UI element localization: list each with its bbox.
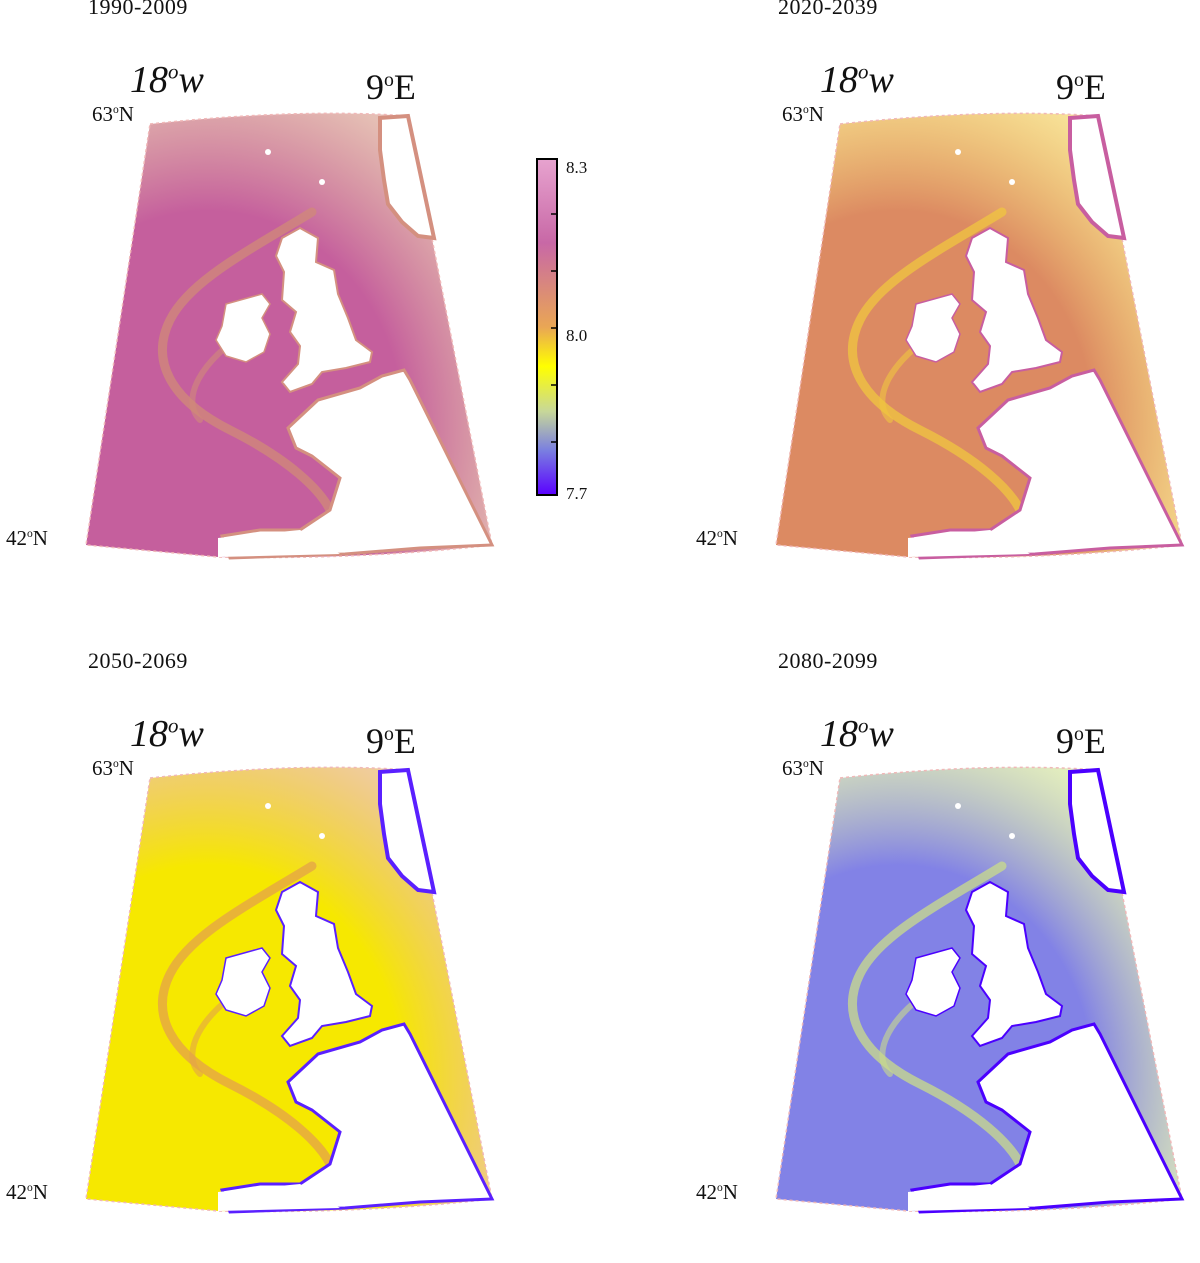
colorbar-tick-mid: 8.0 <box>566 326 588 345</box>
map-panel-1: 2020-2039 18ow 9oE 63oN 42oN <box>690 0 1200 609</box>
map-panel-3: 2080-2099 18ow 9oE 63oN 42oN <box>690 648 1200 1263</box>
land-ireland <box>215 293 271 363</box>
island-shetland <box>955 149 961 155</box>
map-panel-0: 1990-2009 18ow 9oE 63oN 42oN <box>0 0 600 609</box>
current-band <box>158 861 335 1169</box>
longitude-east-label: 9oE <box>366 67 416 107</box>
latitude-south-label: 42oN <box>6 526 48 550</box>
map-2 <box>85 766 495 1214</box>
island-shetland <box>955 803 961 809</box>
island-shetland <box>265 803 271 809</box>
land-norway <box>378 767 437 895</box>
latitude-south-label: 42oN <box>6 1180 48 1204</box>
colorbar-tick-max: 8.3 <box>566 158 588 177</box>
longitude-east-label: 9oE <box>366 721 416 761</box>
land-iberia <box>908 1184 1030 1211</box>
period-label: 2080-2099 <box>778 648 878 673</box>
island-shetland <box>265 149 271 155</box>
longitude-west-label: 18ow <box>130 713 204 755</box>
land-continent <box>219 368 495 560</box>
longitude-east-label: 9oE <box>1056 721 1106 761</box>
land-continent <box>909 368 1185 560</box>
land-iberia <box>218 530 340 557</box>
longitude-west-label: 18ow <box>130 59 204 101</box>
land-continent <box>219 1022 495 1214</box>
period-label: 2020-2039 <box>778 0 878 19</box>
map-panel-2: 2050-2069 18ow 9oE 63oN 42oN <box>0 648 600 1263</box>
land-iberia <box>218 1184 340 1211</box>
period-label: 1990-2009 <box>88 0 188 19</box>
land-ireland <box>905 947 961 1017</box>
island-faroe <box>1009 833 1015 839</box>
current-band <box>848 861 1025 1169</box>
island-faroe <box>319 833 325 839</box>
land-britain <box>274 880 374 1048</box>
latitude-north-label: 63oN <box>782 756 824 780</box>
latitude-south-label: 42oN <box>696 1180 738 1204</box>
longitude-west-label: 18ow <box>820 59 894 101</box>
map-3 <box>775 766 1185 1214</box>
current-band <box>158 207 335 515</box>
land-iberia <box>908 530 1030 557</box>
latitude-north-label: 63oN <box>92 102 134 126</box>
island-faroe <box>1009 179 1015 185</box>
land-continent <box>909 1022 1185 1214</box>
land-norway <box>378 113 437 241</box>
land-britain <box>964 880 1064 1048</box>
longitude-west-label: 18ow <box>820 713 894 755</box>
latitude-south-label: 42oN <box>696 526 738 550</box>
land-britain <box>964 226 1064 394</box>
latitude-north-label: 63oN <box>782 102 824 126</box>
land-norway <box>1068 113 1127 241</box>
land-ireland <box>215 947 271 1017</box>
land-norway <box>1068 767 1127 895</box>
land-ireland <box>905 293 961 363</box>
map-1 <box>775 112 1185 560</box>
colorbar <box>536 158 558 496</box>
latitude-north-label: 63oN <box>92 756 134 780</box>
map-0 <box>85 112 495 560</box>
period-label: 2050-2069 <box>88 648 188 673</box>
island-faroe <box>319 179 325 185</box>
land-britain <box>274 226 374 394</box>
colorbar-tick-min: 7.7 <box>566 484 588 503</box>
current-band <box>848 207 1025 515</box>
longitude-east-label: 9oE <box>1056 67 1106 107</box>
